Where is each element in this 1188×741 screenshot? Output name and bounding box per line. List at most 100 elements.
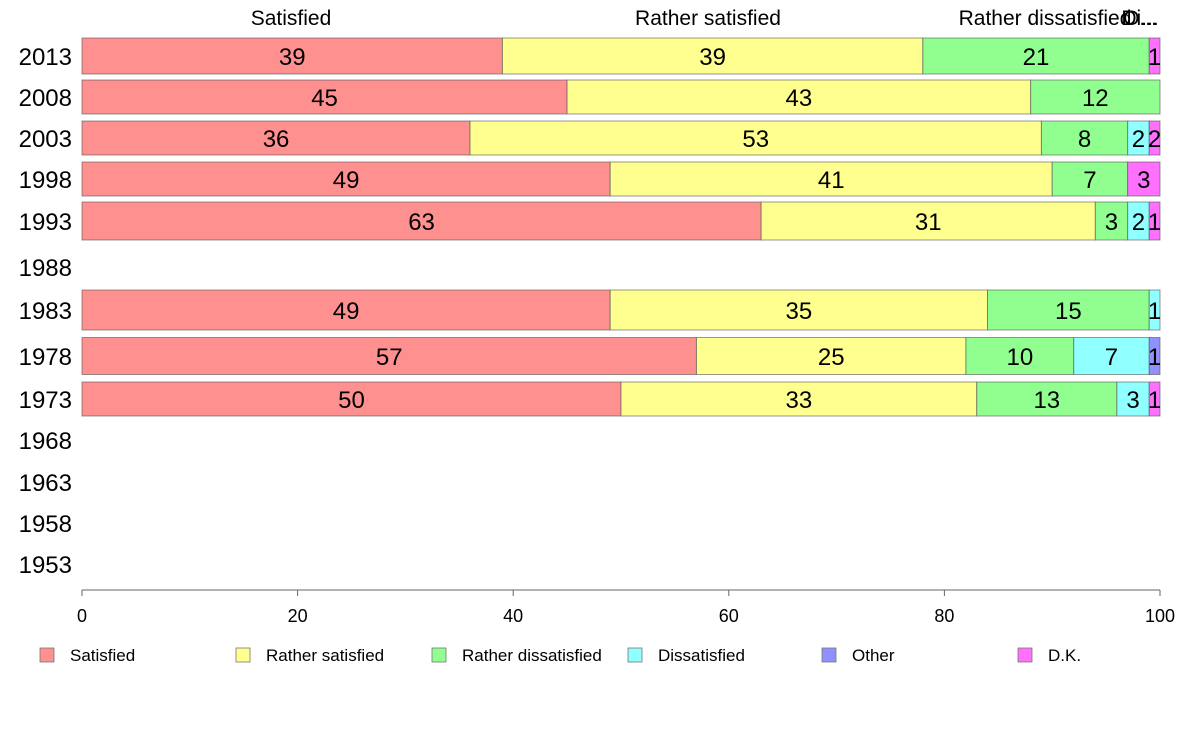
- top-label: O...: [1123, 7, 1157, 30]
- top-label: Satisfied: [251, 7, 332, 30]
- year-label: 1963: [19, 470, 72, 497]
- data-label: 39: [699, 44, 726, 71]
- legend-label: Other: [852, 646, 895, 665]
- data-label: 45: [311, 85, 338, 112]
- bar-segment: [760, 201, 1096, 241]
- top-label: Rather satisfied: [635, 7, 781, 30]
- data-label: 1: [1148, 209, 1161, 236]
- data-label: 57: [376, 344, 403, 371]
- data-label: 7: [1083, 167, 1096, 194]
- data-label: 1: [1148, 298, 1161, 325]
- bar-segment: [501, 37, 924, 75]
- bar-segment: [1148, 381, 1161, 417]
- year-label: 1973: [19, 387, 72, 414]
- bar-segment: [1116, 381, 1150, 417]
- x-axis: 0 20 40 60 80 100: [77, 589, 1175, 626]
- data-label: 53: [742, 126, 769, 153]
- year-axis-labels: 2013 2008 2003 1998 1993 1988 1983 1978 1973 1968…: [19, 44, 72, 579]
- bar-segment: [81, 201, 762, 241]
- bar-segment: [1030, 79, 1161, 115]
- bar-segment: [609, 289, 989, 331]
- bar-segment: [1148, 201, 1161, 241]
- data-label: 36: [263, 126, 290, 153]
- bar-segment: [1127, 161, 1161, 197]
- data-label: 8: [1078, 126, 1091, 153]
- year-label: 2008: [19, 85, 72, 112]
- data-label: 21: [1023, 44, 1050, 71]
- data-label: 49: [333, 298, 360, 325]
- bar-segment: [469, 120, 1042, 156]
- bar-segment: [609, 161, 1053, 197]
- data-label: 13: [1033, 387, 1060, 414]
- legend-label: Dissatisfied: [658, 646, 745, 665]
- data-label: 49: [333, 167, 360, 194]
- x-tick-label: 0: [77, 606, 87, 626]
- top-label: Di...: [1121, 7, 1158, 30]
- data-label: 1: [1148, 344, 1161, 371]
- data-label: 2: [1148, 126, 1161, 153]
- year-label: 1968: [19, 428, 72, 455]
- year-label: 2003: [19, 126, 72, 153]
- year-label: 1978: [19, 344, 72, 371]
- data-label: 1: [1148, 44, 1161, 71]
- year-label: 2013: [19, 44, 72, 71]
- data-label: 41: [818, 167, 845, 194]
- bar-segment: [1051, 161, 1129, 197]
- bar-segment: [81, 289, 611, 331]
- data-label: 1: [1148, 387, 1161, 414]
- legend-swatch: [821, 647, 837, 663]
- data-label: 7: [1105, 344, 1118, 371]
- top-category-labels: Satisfied Rather satisfied Rather dissatis…: [251, 7, 1159, 30]
- data-label: 63: [408, 209, 435, 236]
- legend-label: D.K.: [1048, 646, 1081, 665]
- data-label: 25: [818, 344, 845, 371]
- data-label: 39: [279, 44, 306, 71]
- data-label: 31: [915, 209, 942, 236]
- bar-segment: [987, 289, 1150, 331]
- data-label: 10: [1007, 344, 1034, 371]
- legend: Satisfied Rather satisfied Rather dissatis…: [39, 646, 1081, 665]
- bar-segment: [1148, 37, 1161, 75]
- legend-swatch: [39, 647, 55, 663]
- year-label: 1983: [19, 298, 72, 325]
- data-label: 3: [1105, 209, 1118, 236]
- data-label: 15: [1055, 298, 1082, 325]
- x-tick-label: 100: [1145, 606, 1175, 626]
- year-label: 1958: [19, 511, 72, 538]
- legend-label: Satisfied: [70, 646, 135, 665]
- data-label: 2: [1132, 126, 1145, 153]
- bar-segment: [1148, 120, 1161, 156]
- year-label: 1998: [19, 167, 72, 194]
- year-label: 1988: [19, 255, 72, 282]
- data-label: 3: [1126, 387, 1139, 414]
- data-label: 50: [338, 387, 365, 414]
- bar-segment: [1148, 337, 1161, 375]
- bar-segment: [1148, 289, 1161, 331]
- year-label: 1993: [19, 209, 72, 236]
- x-tick-label: 80: [934, 606, 954, 626]
- year-label: 1953: [19, 552, 72, 579]
- data-label: 33: [786, 387, 813, 414]
- bar-segment: [81, 79, 568, 115]
- data-label: 12: [1082, 85, 1109, 112]
- bar-segment: [1094, 201, 1129, 241]
- data-label: 35: [786, 298, 813, 325]
- x-tick-label: 40: [503, 606, 523, 626]
- data-label: 43: [786, 85, 813, 112]
- bar-segment: [1073, 337, 1150, 375]
- data-label: 2: [1132, 209, 1145, 236]
- data-label: 3: [1137, 167, 1150, 194]
- legend-label: Rather dissatisfied: [462, 646, 602, 665]
- legend-swatch: [627, 647, 643, 663]
- x-tick-label: 60: [719, 606, 739, 626]
- bar-segment: [81, 337, 697, 375]
- legend-swatch: [235, 647, 251, 663]
- x-tick-label: 20: [288, 606, 308, 626]
- bar-segment: [976, 381, 1118, 417]
- legend-swatch: [1017, 647, 1033, 663]
- bar-segment: [566, 79, 1032, 115]
- legend-label: Rather satisfied: [266, 646, 384, 665]
